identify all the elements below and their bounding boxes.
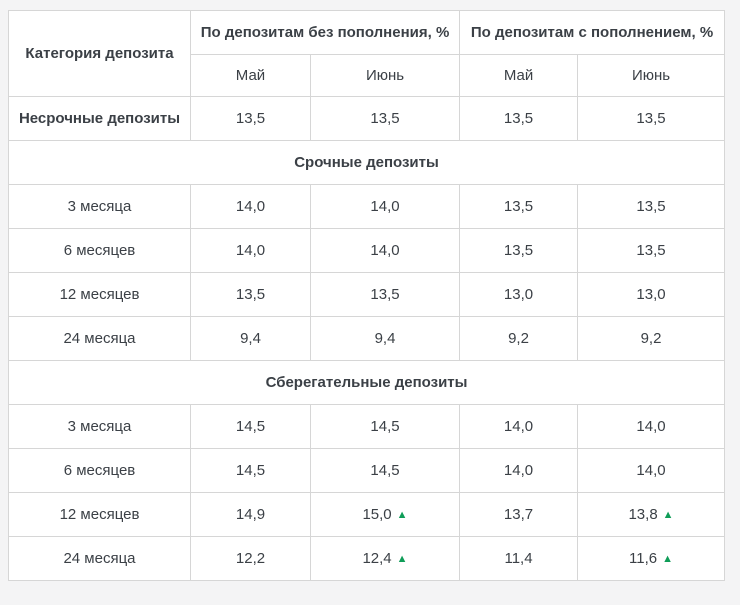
value-cell: 14,5 xyxy=(190,404,311,449)
table-row-nonterm-deposits: Несрочные депозиты 13,5 13,5 13,5 13,5 xyxy=(8,96,726,141)
table-row: 3 месяца 14,5 14,5 14,0 14,0 xyxy=(8,404,726,449)
section-header: Сберегательные депозиты xyxy=(7,360,726,405)
value-cell: 15,0 ▲ xyxy=(309,492,461,537)
value-cell: 14,0 xyxy=(459,404,579,449)
section-row-term-deposits: Срочные депозиты xyxy=(7,140,726,185)
value-text: 11,6 xyxy=(629,550,658,567)
up-triangle-icon: ▲ xyxy=(396,509,408,521)
deposit-rates-table: Категория депозита По депозитам без попо… xyxy=(7,10,726,581)
up-triangle-icon: ▲ xyxy=(662,553,673,565)
value-cell: 14,0 xyxy=(577,404,726,449)
value-cell: 13,5 xyxy=(577,184,726,229)
value-cell: 14,0 xyxy=(459,448,579,493)
value-cell: 14,0 xyxy=(190,228,311,273)
row-label: 12 месяцев xyxy=(8,272,191,317)
value-cell: 13,8 ▲ xyxy=(577,492,726,537)
category-header-cell: Категория депозита xyxy=(8,10,191,97)
value-cell: 9,2 xyxy=(459,316,579,361)
up-triangle-icon: ▲ xyxy=(396,553,408,565)
section-header: Срочные депозиты xyxy=(7,140,726,185)
value-cell: 13,5 xyxy=(190,272,311,317)
table-row: 6 месяцев 14,0 14,0 13,5 13,5 xyxy=(8,228,726,273)
row-label: 24 месяца xyxy=(8,536,191,581)
row-label: 24 месяца xyxy=(8,316,191,361)
row-label: 3 месяца xyxy=(8,404,191,449)
table-row: 12 месяцев 13,5 13,5 13,0 13,0 xyxy=(8,272,726,317)
up-triangle-icon: ▲ xyxy=(662,509,674,521)
month-header-june-1: Июнь xyxy=(309,54,461,97)
value-cell: 14,0 xyxy=(309,228,461,273)
value-cell: 9,4 xyxy=(309,316,461,361)
value-cell: 11,4 xyxy=(459,536,579,581)
value-cell: 9,4 xyxy=(190,316,311,361)
group-header-no-topup: По депозитам без пополнения, % xyxy=(189,10,461,55)
value-cell: 13,0 xyxy=(459,272,579,317)
row-label: 12 месяцев xyxy=(8,492,191,537)
value-cell: 14,9 xyxy=(190,492,311,537)
table-row: 24 месяца 9,4 9,4 9,2 9,2 xyxy=(8,316,726,361)
row-label: 6 месяцев xyxy=(8,448,191,493)
value-cell: 13,5 xyxy=(309,96,461,141)
value-cell: 14,5 xyxy=(190,448,311,493)
table-row: 6 месяцев 14,5 14,5 14,0 14,0 xyxy=(8,448,726,493)
value-cell: 13,5 xyxy=(577,228,726,273)
table-row: 3 месяца 14,0 14,0 13,5 13,5 xyxy=(8,184,726,229)
value-cell: 9,2 xyxy=(577,316,726,361)
value-cell: 14,5 xyxy=(309,404,461,449)
value-text: 12,4 xyxy=(362,550,392,567)
value-cell: 14,0 xyxy=(190,184,311,229)
value-cell: 14,0 xyxy=(577,448,726,493)
value-cell: 13,5 xyxy=(577,96,726,141)
deposit-rates-table-container: Категория депозита По депозитам без попо… xyxy=(7,10,726,581)
table-row: 12 месяцев 14,9 15,0 ▲ 13,7 13,8 ▲ xyxy=(8,492,726,537)
table-row: 24 месяца 12,2 12,4 ▲ 11,4 11,6 ▲ xyxy=(8,536,726,581)
value-text: 13,8 xyxy=(628,506,658,523)
section-row-savings-deposits: Сберегательные депозиты xyxy=(7,360,726,405)
row-label: 3 месяца xyxy=(8,184,191,229)
value-cell: 14,0 xyxy=(309,184,461,229)
month-header-row: Май Июнь Май Июнь xyxy=(9,54,726,97)
value-cell: 11,6 ▲ xyxy=(577,536,726,581)
row-label: Несрочные депозиты xyxy=(8,96,191,141)
value-cell: 13,5 xyxy=(459,228,579,273)
value-cell: 13,0 xyxy=(577,272,726,317)
value-text: 15,0 xyxy=(362,506,392,523)
value-cell: 14,5 xyxy=(309,448,461,493)
value-cell: 13,5 xyxy=(190,96,311,141)
value-cell: 13,5 xyxy=(459,96,579,141)
value-cell: 12,2 xyxy=(190,536,311,581)
value-cell: 13,5 xyxy=(459,184,579,229)
row-label: 6 месяцев xyxy=(8,228,191,273)
value-cell: 12,4 ▲ xyxy=(309,536,461,581)
month-header-may-2: Май xyxy=(459,54,579,97)
month-header-june-2: Июнь xyxy=(577,54,726,97)
group-header-topup: По депозитам с пополнением, % xyxy=(459,10,726,55)
month-header-may-1: Май xyxy=(190,54,311,97)
table-header-row: Категория депозита По депозитам без попо… xyxy=(8,10,726,97)
value-cell: 13,7 xyxy=(459,492,579,537)
value-cell: 13,5 xyxy=(309,272,461,317)
